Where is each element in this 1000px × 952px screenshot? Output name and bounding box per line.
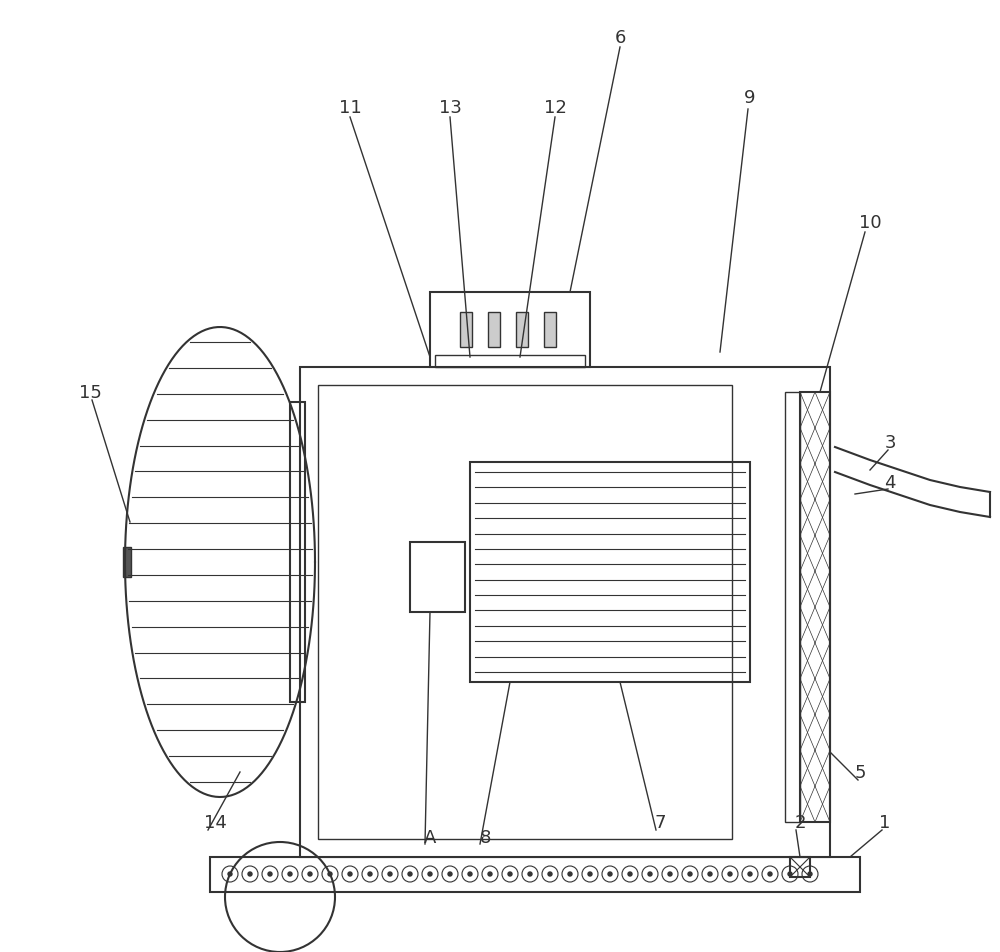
Circle shape [408, 872, 412, 876]
Circle shape [528, 872, 532, 876]
Circle shape [268, 872, 272, 876]
Text: 7: 7 [654, 813, 666, 831]
Text: 4: 4 [884, 473, 896, 491]
Bar [123, 547, 131, 578]
Circle shape [388, 872, 392, 876]
Bar [800, 392, 830, 823]
Bar [790, 857, 810, 877]
Text: 8: 8 [479, 828, 491, 846]
Circle shape [288, 872, 292, 876]
Circle shape [488, 872, 492, 876]
Circle shape [708, 872, 712, 876]
Circle shape [348, 872, 352, 876]
Bar [470, 463, 750, 683]
Text: 5: 5 [854, 764, 866, 782]
Bar [516, 312, 528, 347]
Circle shape [568, 872, 572, 876]
Circle shape [228, 872, 232, 876]
Bar [210, 857, 860, 892]
Circle shape [628, 872, 632, 876]
Circle shape [468, 872, 472, 876]
Circle shape [308, 872, 312, 876]
Circle shape [368, 872, 372, 876]
Circle shape [588, 872, 592, 876]
Text: 6: 6 [614, 29, 626, 47]
Bar [544, 312, 556, 347]
Circle shape [608, 872, 612, 876]
Bar [430, 292, 590, 367]
Circle shape [728, 872, 732, 876]
Text: 2: 2 [794, 813, 806, 831]
Circle shape [668, 872, 672, 876]
Circle shape [448, 872, 452, 876]
Bar [290, 403, 305, 703]
Text: 3: 3 [884, 433, 896, 451]
Circle shape [248, 872, 252, 876]
Circle shape [768, 872, 772, 876]
Bar [318, 386, 732, 839]
Text: 14: 14 [204, 813, 226, 831]
Bar [410, 543, 465, 612]
Bar [488, 312, 500, 347]
Text: 12: 12 [544, 99, 566, 117]
Circle shape [788, 872, 792, 876]
Circle shape [808, 872, 812, 876]
Text: 15: 15 [79, 384, 101, 402]
Text: 10: 10 [859, 214, 881, 231]
Circle shape [508, 872, 512, 876]
Text: 9: 9 [744, 89, 756, 107]
Circle shape [648, 872, 652, 876]
Circle shape [688, 872, 692, 876]
Text: 1: 1 [879, 813, 891, 831]
Circle shape [328, 872, 332, 876]
Text: A: A [424, 828, 436, 846]
Circle shape [748, 872, 752, 876]
Bar [300, 367, 830, 857]
Bar [435, 356, 585, 367]
Circle shape [548, 872, 552, 876]
Bar [785, 392, 800, 823]
Circle shape [428, 872, 432, 876]
Bar [460, 312, 472, 347]
Text: 13: 13 [439, 99, 461, 117]
Text: 11: 11 [339, 99, 361, 117]
